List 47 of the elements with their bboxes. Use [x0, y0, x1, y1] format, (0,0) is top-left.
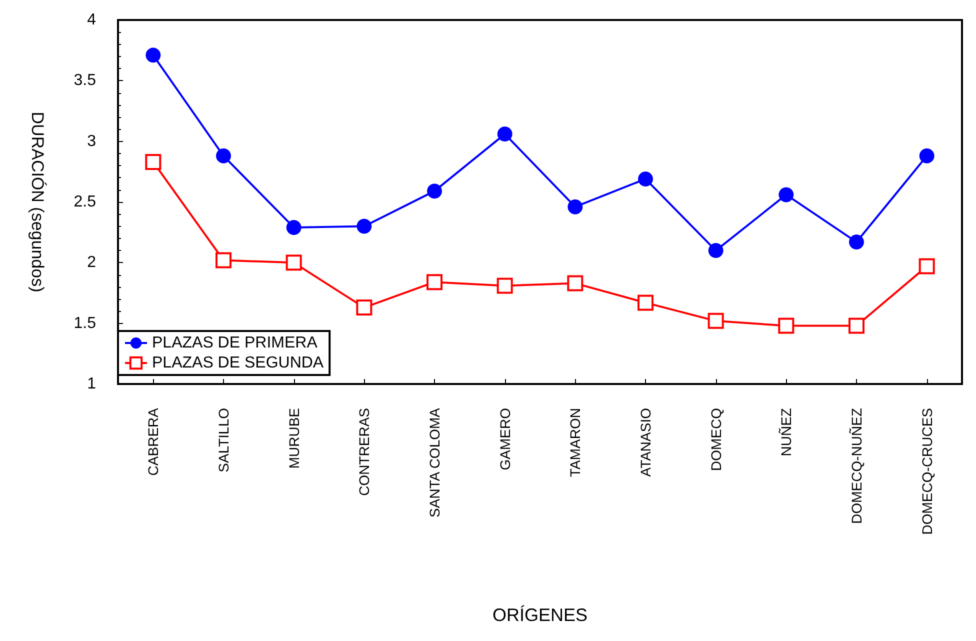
- legend-label: PLAZAS DE PRIMERA: [152, 334, 318, 352]
- point: [778, 318, 794, 334]
- point: [356, 218, 372, 234]
- y-tick-label: 1: [87, 376, 96, 392]
- x-tick-label: CONTRERAS: [356, 408, 372, 496]
- point: [497, 126, 512, 142]
- x-tick-label: SANTA COLOMA: [426, 407, 442, 518]
- point: [286, 254, 302, 271]
- point: [848, 318, 864, 334]
- point: [286, 220, 302, 235]
- x-tick-label: NUÑEZ: [778, 408, 794, 456]
- point: [638, 294, 654, 311]
- point: [216, 148, 231, 164]
- point: [496, 278, 513, 294]
- point: [216, 252, 232, 268]
- x-tick-label: TAMARON: [567, 408, 584, 477]
- y-tick-label: 2: [87, 254, 96, 272]
- y-tick-label: 3.5: [74, 72, 96, 90]
- point: [356, 300, 372, 316]
- point: [145, 154, 162, 170]
- y-tick-label: 1.5: [74, 314, 96, 332]
- x-tick-label: SALTILLO: [216, 408, 232, 472]
- x-tick-label: DOMECQ-CRUCES: [918, 408, 935, 535]
- y-axis-title: DURACIÓN (segundos): [28, 112, 47, 292]
- y-tick-label: 2.5: [74, 194, 96, 210]
- x-tick-label: CABRERA: [145, 407, 162, 476]
- point: [146, 48, 161, 63]
- point: [567, 275, 584, 292]
- x-tick-label: DOMECQ-NUÑEZ: [848, 408, 864, 524]
- point: [708, 312, 724, 329]
- y-tick-label: 4: [87, 12, 96, 28]
- x-axis-title: ORÍGENES: [492, 605, 588, 625]
- point: [849, 234, 864, 250]
- point: [708, 243, 724, 258]
- x-tick-label: ATANASIO: [638, 408, 654, 477]
- x-tick-label: MURUBE: [286, 408, 302, 469]
- y-tick-label: 3: [87, 132, 96, 150]
- point: [427, 184, 442, 199]
- x-tick-label: GAMERO: [496, 408, 513, 470]
- point: [919, 148, 934, 164]
- x-tick-label: DOMECQ: [708, 408, 724, 471]
- point: [918, 258, 935, 274]
- point: [778, 187, 794, 202]
- legend-label: PLAZAS DE SEGUNDA: [152, 354, 324, 372]
- point: [638, 171, 653, 186]
- point: [426, 274, 442, 290]
- point: [568, 199, 583, 214]
